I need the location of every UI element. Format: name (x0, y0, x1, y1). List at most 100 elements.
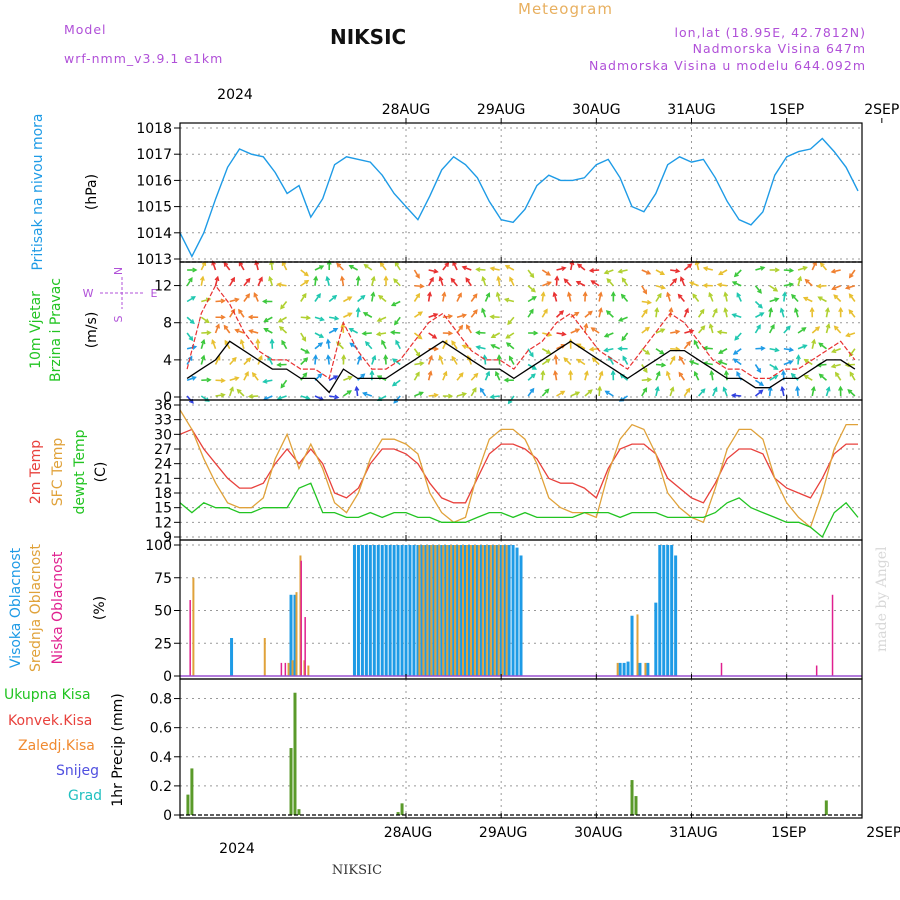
wind-arrow-head (258, 276, 263, 282)
wind-arrow-head (507, 399, 513, 405)
wind-arrow-head (574, 328, 581, 333)
wind-arrow-head (239, 338, 245, 345)
wind-arrow-head (716, 282, 723, 288)
wind-arrow (554, 355, 558, 365)
wind-arrow-head (326, 259, 332, 265)
wind-arrow-head (583, 322, 589, 329)
wind-arrow-head (830, 363, 837, 369)
wind-arrow-head (489, 394, 495, 400)
high-cloud-bar (654, 602, 658, 676)
wind-arrow-head (302, 372, 308, 378)
wind-arrow-head (660, 328, 666, 333)
wind-arrow (570, 328, 580, 334)
wind-arrow-head (247, 314, 253, 320)
y-tick-label: 0.8 (150, 692, 172, 708)
wind-arrow-head (231, 356, 237, 362)
wind-arrow (832, 285, 841, 290)
wind-arrow-head (496, 275, 502, 281)
wind-arrow-head (645, 270, 652, 275)
wind-arrow-head (802, 296, 809, 302)
wind-arrow (541, 388, 550, 397)
low-cloud-bar (280, 662, 283, 676)
wind-arrow-head (355, 275, 361, 281)
wind-arrow (470, 373, 479, 381)
high-cloud-bar (388, 545, 392, 676)
mid-cloud-bar (446, 545, 449, 676)
wind-arrow (641, 326, 650, 334)
wind-arrow-head (734, 335, 740, 341)
wind-arrow-head (666, 291, 671, 297)
wind-arrow-head (188, 276, 193, 283)
wind-arrow-head (553, 354, 559, 360)
wind-arrow-head (325, 338, 331, 344)
wind-arrow (670, 330, 680, 334)
wind-arrow (456, 314, 466, 319)
wind-arrow (391, 331, 401, 334)
wind-arrow (257, 277, 263, 287)
wind-arrow (698, 325, 706, 334)
station-title: NIKSIC (330, 25, 406, 49)
wind-arrow-head (419, 361, 425, 367)
wind-arrow (377, 316, 387, 322)
wind-arrow (570, 391, 580, 397)
wind-arrow (703, 362, 713, 366)
wind-arrow (252, 372, 259, 381)
high-cloud-bar (658, 545, 662, 676)
wind-arrow-head (244, 371, 249, 377)
wind-arrow (504, 298, 515, 303)
high-cloud-bar (467, 545, 471, 676)
wind-arrow-head (757, 303, 763, 309)
wind-arrow-head (819, 262, 825, 268)
wind-arrow-head (200, 354, 206, 360)
high-cloud-bar (448, 545, 452, 676)
high-cloud-bar (662, 545, 666, 676)
wind-arrow (314, 342, 323, 350)
wind-arrow (811, 339, 816, 349)
wind-arrow (442, 371, 448, 381)
top-day-label: 1SEP (769, 102, 804, 118)
wind-arrow-head (313, 275, 319, 281)
wind-arrow (732, 281, 742, 287)
wind-arrow (264, 328, 273, 334)
precip-bar (297, 809, 301, 815)
wind-arrow (186, 277, 193, 287)
wind-arrow-head (369, 369, 375, 376)
mid-cloud-bar (485, 545, 488, 676)
wind-arrow (300, 279, 309, 287)
high-cloud-bar (463, 545, 467, 676)
low-cloud-bar (304, 617, 306, 676)
wind-arrow-head (348, 328, 354, 333)
wind-arrow (371, 292, 375, 302)
wind-arrow (698, 388, 706, 397)
wind-arrow (238, 261, 245, 271)
wind-arrow-head (830, 268, 836, 274)
wind-arrow-head (848, 293, 854, 299)
wind-arrow (442, 262, 450, 271)
panel-frame (179, 678, 863, 819)
wind-arrow-head (668, 306, 674, 313)
wind-arrow-head (642, 387, 648, 393)
y-tick-label: 1016 (136, 173, 172, 189)
wind-arrow (576, 343, 586, 350)
wind-arrow (669, 356, 676, 365)
high-cloud-bar (507, 545, 511, 676)
wind-arrow-head (417, 311, 423, 317)
wind-arrow (356, 355, 362, 365)
wind-arrow-head (383, 275, 389, 281)
wind-arrow-head (723, 307, 729, 313)
wind-arrow (591, 327, 600, 334)
wind-arrow-head (529, 352, 534, 358)
wind-arrow (356, 308, 360, 318)
wind-arrow-head (553, 370, 559, 376)
y-tick-label: 1014 (136, 226, 172, 242)
wind-arrow (355, 386, 359, 397)
y-tick-label: 12 (154, 515, 172, 531)
wind-arrow-head (782, 291, 788, 297)
watermark: made by Angel (874, 546, 890, 652)
wind-arrow (442, 315, 452, 319)
wind-arrow-head (770, 323, 775, 330)
wind-arrow-head (370, 275, 376, 282)
y-tick-label: 0 (163, 669, 172, 685)
high-cloud-bar (230, 638, 234, 676)
wind-arrow (755, 266, 765, 271)
